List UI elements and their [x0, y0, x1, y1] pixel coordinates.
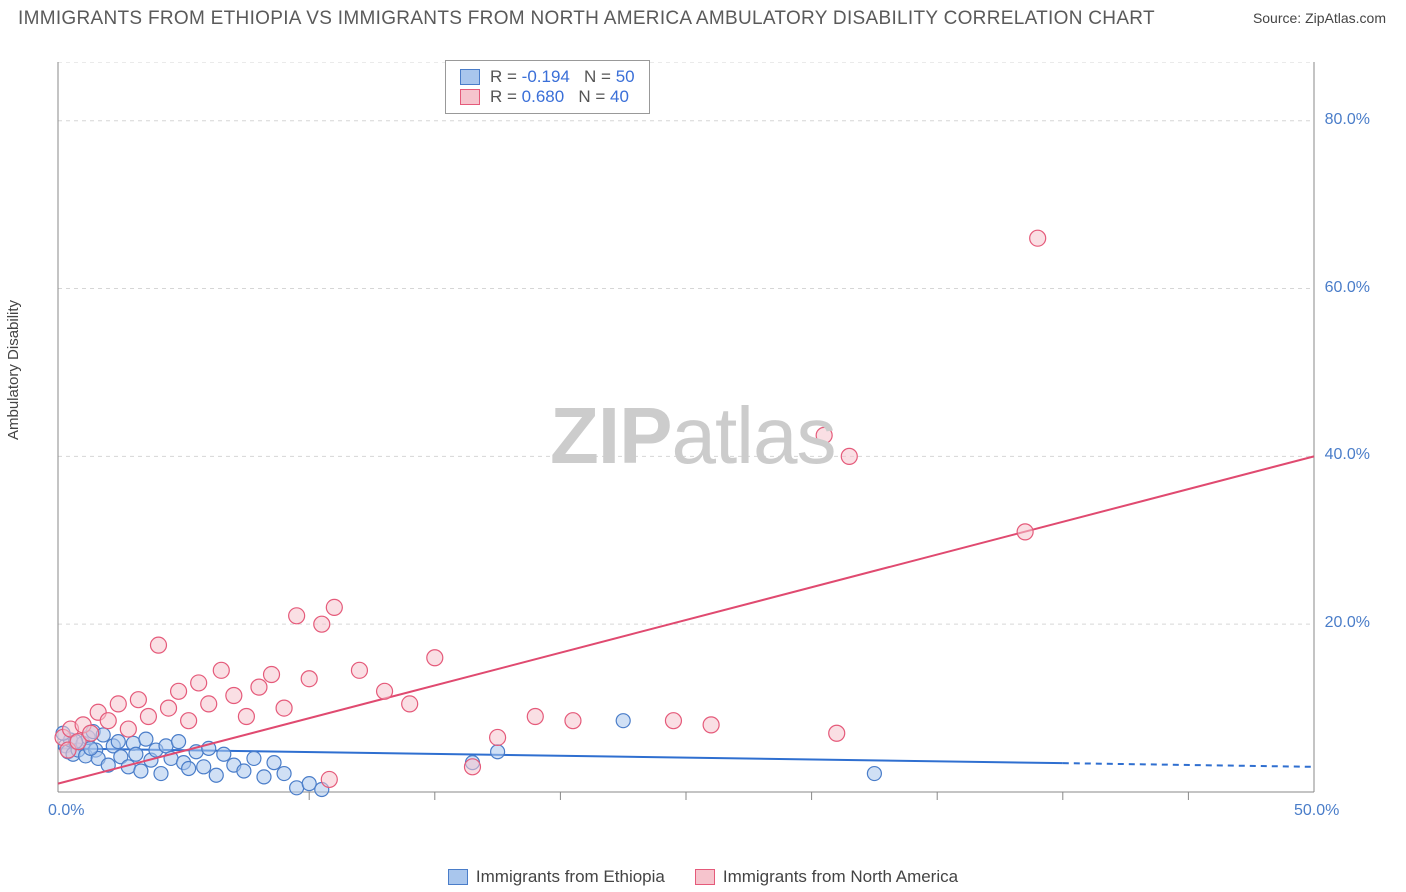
x-tick-label: 50.0% — [1294, 802, 1339, 820]
legend-swatch — [460, 89, 480, 105]
legend-item: Immigrants from North America — [695, 867, 958, 887]
y-tick-label: 60.0% — [1325, 279, 1370, 297]
y-tick-label: 20.0% — [1325, 614, 1370, 632]
correlation-legend-row: R = -0.194 N = 50 — [460, 67, 635, 87]
correlation-legend-row: R = 0.680 N = 40 — [460, 87, 635, 107]
chart-title: IMMIGRANTS FROM ETHIOPIA VS IMMIGRANTS F… — [18, 8, 1155, 30]
y-axis-label: Ambulatory Disability — [5, 300, 22, 440]
legend-swatch — [460, 69, 480, 85]
source-attribution: Source: ZipAtlas.com — [1253, 10, 1386, 26]
legend-item: Immigrants from Ethiopia — [448, 867, 665, 887]
legend-label: Immigrants from North America — [723, 867, 958, 887]
correlation-legend: R = -0.194 N = 50 R = 0.680 N = 40 — [445, 60, 650, 114]
watermark: ZIPatlas — [550, 390, 835, 482]
legend-label: Immigrants from Ethiopia — [476, 867, 665, 887]
correlation-values: R = 0.680 N = 40 — [490, 87, 629, 107]
y-tick-label: 80.0% — [1325, 111, 1370, 129]
legend-swatch — [448, 869, 468, 885]
y-tick-label: 40.0% — [1325, 446, 1370, 464]
series-legend: Immigrants from Ethiopia Immigrants from … — [0, 862, 1406, 892]
x-tick-label: 0.0% — [48, 802, 84, 820]
legend-swatch — [695, 869, 715, 885]
correlation-values: R = -0.194 N = 50 — [490, 67, 635, 87]
